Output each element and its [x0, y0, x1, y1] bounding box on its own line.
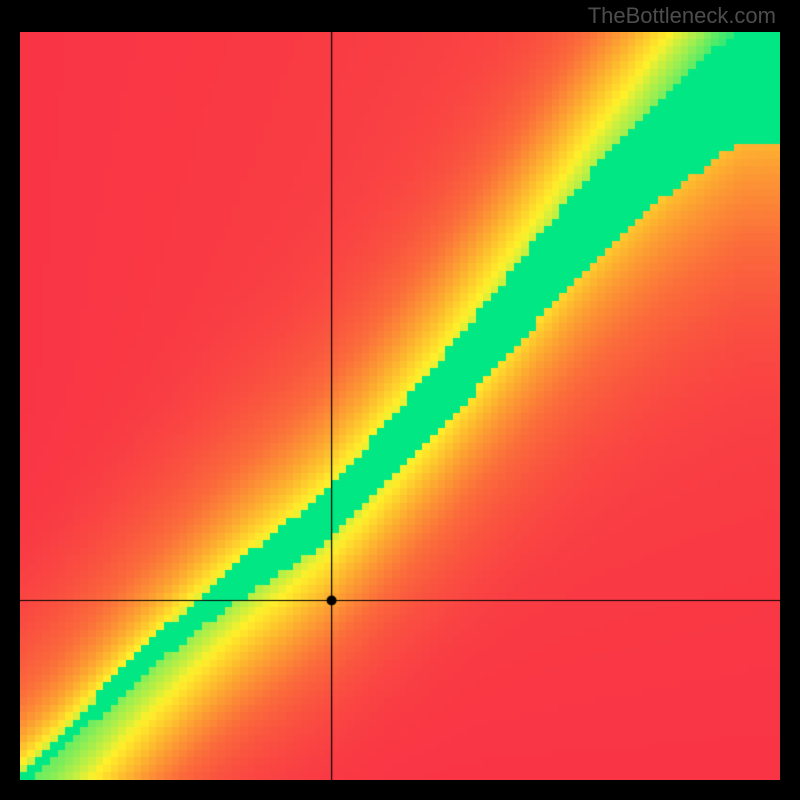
watermark-text: TheBottleneck.com — [588, 3, 776, 29]
header-bar: TheBottleneck.com — [0, 0, 800, 32]
heatmap-canvas — [20, 32, 780, 780]
chart-container — [0, 32, 800, 800]
